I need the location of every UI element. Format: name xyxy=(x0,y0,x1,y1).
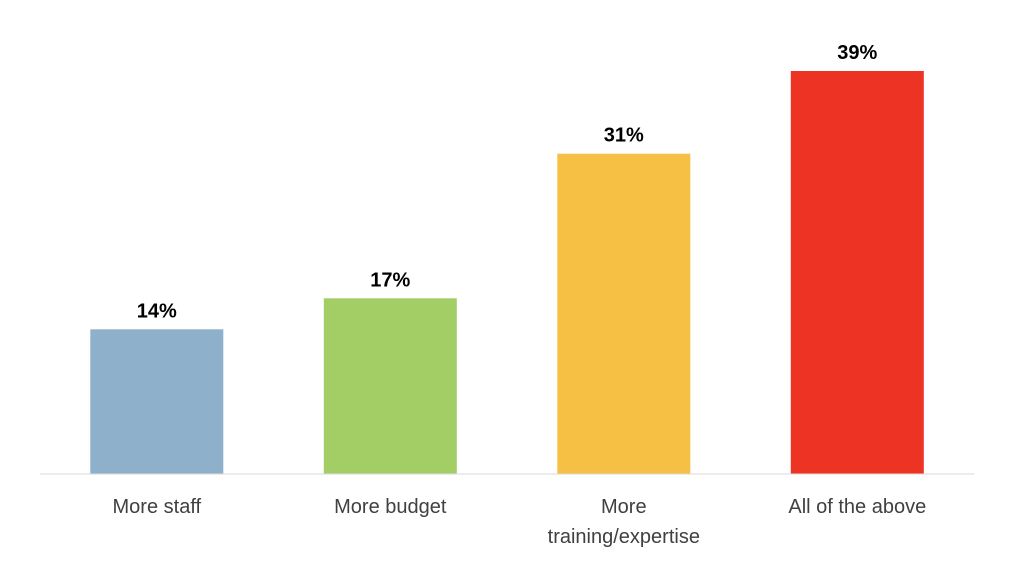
bar-2 xyxy=(323,298,457,474)
value-labels-group: 14% 17% 31% 39% xyxy=(137,42,878,322)
data-label-2: 17% xyxy=(370,269,410,291)
bar-3 xyxy=(557,153,691,474)
bars-group xyxy=(90,71,924,474)
category-labels-group: More staff More budget More training/expert… xyxy=(113,496,927,548)
category-label-line: More xyxy=(601,496,647,518)
bar-4 xyxy=(790,71,924,474)
category-label-line: All of the above xyxy=(788,496,926,518)
category-label-line: More budget xyxy=(334,496,447,518)
category-label-1: More staff xyxy=(113,496,202,518)
category-label-4: All of the above xyxy=(788,496,926,518)
category-label-line: training/expertise xyxy=(548,526,700,548)
data-label-4: 39% xyxy=(837,42,877,64)
category-label-2: More budget xyxy=(334,496,447,518)
category-label-3: More training/expertise xyxy=(548,496,700,548)
bar-1 xyxy=(90,329,224,474)
data-label-1: 14% xyxy=(137,300,177,322)
category-label-line: More staff xyxy=(113,496,202,518)
data-label-3: 31% xyxy=(604,125,644,147)
